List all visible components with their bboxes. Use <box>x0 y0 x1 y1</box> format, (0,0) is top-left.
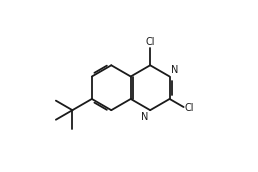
Text: N: N <box>141 112 149 122</box>
Text: Cl: Cl <box>146 37 155 47</box>
Text: Cl: Cl <box>185 103 195 113</box>
Text: N: N <box>171 65 179 75</box>
